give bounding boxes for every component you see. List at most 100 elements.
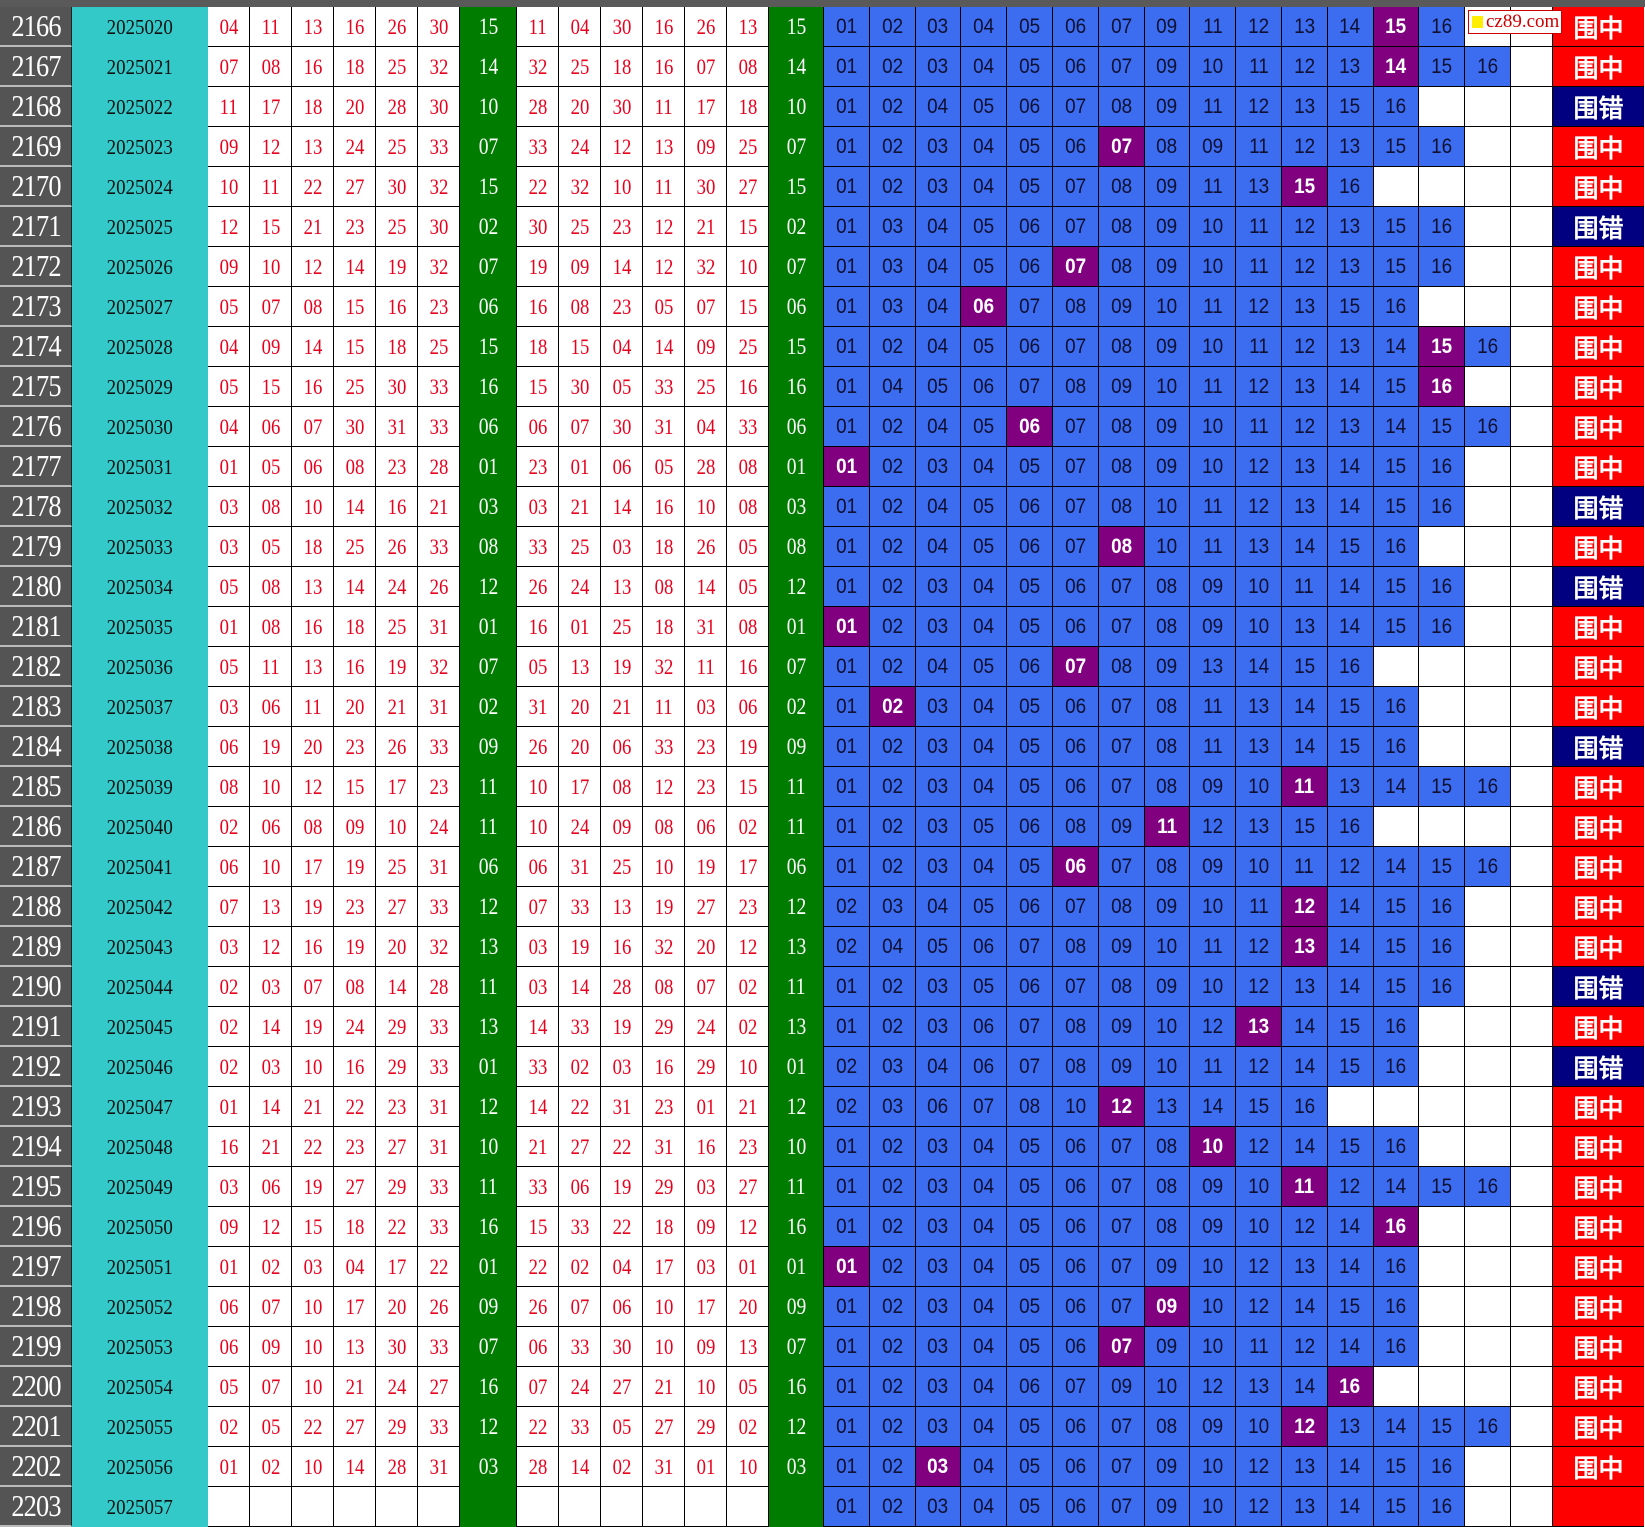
special-number-repeat-text: 03 [786, 1454, 806, 1479]
drawn-order-number: 12 [601, 127, 643, 167]
drawn-order-number-text: 18 [612, 53, 631, 79]
hit-pick-number-text: 15 [1431, 334, 1453, 358]
drawn-order-number: 14 [601, 247, 643, 287]
result-badge: 围中 [1552, 807, 1644, 847]
pick-number: 16 [1373, 1287, 1420, 1327]
pick-number: 16 [1419, 1447, 1466, 1487]
pick-number-text: 01 [835, 1454, 857, 1478]
pick-number-text: 13 [1293, 294, 1315, 318]
pick-number-text: 07 [1019, 1054, 1041, 1078]
pick-number-text: 15 [1431, 774, 1453, 798]
drawn-number-text: 06 [261, 1173, 280, 1199]
result-badge-text: 围中 [1573, 1133, 1624, 1163]
pick-number-text: 11 [1202, 494, 1223, 518]
drawn-number: 10 [292, 1367, 334, 1407]
pick-number: 05 [1007, 7, 1053, 47]
pick-number-text: 02 [881, 974, 903, 998]
drawn-order-number: 20 [727, 1287, 769, 1327]
drawn-number-text: 23 [429, 293, 448, 319]
empty-cell [1510, 807, 1553, 847]
pick-number-text: 16 [1431, 974, 1453, 998]
drawn-order-number: 18 [727, 87, 769, 127]
pick-number-text: 15 [1385, 934, 1407, 958]
pick-number: 14 [1281, 1127, 1328, 1167]
hit-pick-number-text: 15 [1385, 14, 1407, 38]
drawn-number-text: 08 [261, 493, 280, 519]
pick-number-text: 14 [1385, 774, 1407, 798]
empty-cell [1510, 727, 1553, 767]
drawn-order-number-text: 18 [654, 533, 673, 559]
pick-number-text: 02 [881, 774, 903, 798]
hit-pick-number-text: 06 [1064, 854, 1086, 878]
result-badge-text: 围中 [1573, 693, 1624, 723]
result-badge: 围中 [1552, 447, 1644, 487]
pick-number-text: 14 [1339, 974, 1361, 998]
pick-number: 01 [824, 407, 870, 447]
drawn-number-text: 25 [387, 53, 406, 79]
pick-number: 10 [1190, 207, 1237, 247]
pick-number: 02 [869, 1167, 916, 1207]
pick-number: 02 [869, 447, 916, 487]
pick-number-text: 09 [1202, 134, 1224, 158]
empty-cell [1510, 447, 1553, 487]
pick-number-text: 04 [927, 414, 949, 438]
row-index: 2170 [0, 167, 72, 207]
drawn-order-number: 16 [727, 647, 769, 687]
drawn-order-number-text: 15 [738, 773, 757, 799]
pick-number: 15 [1327, 727, 1374, 767]
pick-number: 16 [1419, 247, 1466, 287]
drawn-order-number: 23 [517, 447, 559, 487]
pick-number: 04 [961, 727, 1008, 767]
pick-number: 12 [1190, 1007, 1237, 1047]
drawn-order-number: 16 [643, 1047, 685, 1087]
pick-number: 02 [869, 1247, 916, 1287]
drawn-order-number-text: 09 [612, 813, 631, 839]
drawn-order-number [517, 1487, 559, 1527]
pick-number: 10 [1236, 1207, 1282, 1247]
pick-number-text: 07 [1110, 1294, 1132, 1318]
pick-number-text: 14 [1339, 1334, 1361, 1358]
pick-number: 16 [1465, 1407, 1511, 1447]
special-number: 11 [460, 967, 517, 1007]
pick-number-text: 08 [1110, 494, 1132, 518]
period-number: 2025050 [72, 1207, 208, 1247]
pick-number: 07 [1052, 327, 1099, 367]
special-number-repeat: 12 [769, 1407, 824, 1447]
period-number-text: 2025043 [106, 934, 174, 959]
result-badge-text: 围中 [1573, 13, 1624, 43]
special-number-repeat: 10 [769, 1127, 824, 1167]
drawn-order-number-text: 11 [528, 13, 547, 39]
pick-number: 07 [1007, 1007, 1053, 1047]
result-badge [1552, 1487, 1644, 1527]
pick-number: 07 [1052, 527, 1099, 567]
row-index: 2184 [0, 727, 72, 767]
drawn-order-number-text: 16 [738, 373, 757, 399]
empty-cell [1465, 487, 1511, 527]
pick-number: 14 [1327, 927, 1374, 967]
drawn-order-number-text: 26 [528, 1293, 547, 1319]
period-number-text: 2025030 [106, 414, 174, 439]
pick-number-text: 15 [1385, 134, 1407, 158]
drawn-number-text: 33 [429, 1053, 448, 1079]
pick-number-text: 03 [927, 1414, 949, 1438]
drawn-order-number: 23 [685, 767, 727, 807]
drawn-number-text: 11 [219, 93, 238, 119]
pick-number-text: 04 [973, 694, 995, 718]
drawn-number: 09 [250, 327, 292, 367]
drawn-number-text: 16 [303, 933, 322, 959]
hit-pick-number: 11 [1281, 1167, 1328, 1207]
drawn-number: 14 [250, 1007, 292, 1047]
pick-number: 06 [1052, 1207, 1099, 1247]
hit-pick-number-text: 01 [835, 1254, 857, 1278]
pick-number: 09 [1098, 807, 1145, 847]
pick-number-text: 14 [1339, 894, 1361, 918]
pick-number: 15 [1373, 1447, 1420, 1487]
drawn-order-number-text: 15 [738, 213, 757, 239]
special-number-text: 14 [478, 54, 498, 79]
pick-number-text: 03 [927, 1374, 949, 1398]
hit-pick-number: 07 [1098, 1327, 1145, 1367]
drawn-order-number: 25 [601, 607, 643, 647]
pick-number-text: 01 [835, 294, 857, 318]
result-badge: 围中 [1552, 767, 1644, 807]
drawn-number-text: 06 [219, 853, 238, 879]
